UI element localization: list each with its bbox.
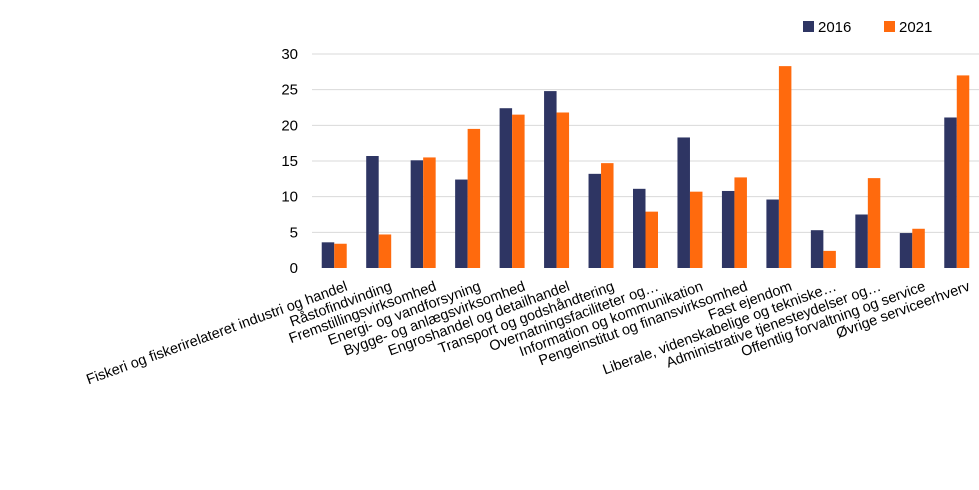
legend-label: 2016 [818, 19, 851, 36]
bar-2021-7 [645, 211, 658, 268]
bar-2021-9 [734, 177, 747, 268]
bar-2021-3 [467, 128, 481, 268]
bar-2021-4 [512, 114, 525, 268]
y-tick-label: 10 [281, 189, 298, 206]
bar-2021-8 [689, 191, 703, 268]
bar-2016-1 [366, 156, 379, 268]
bar-2016-8 [677, 137, 690, 268]
y-tick-label: 20 [281, 117, 298, 134]
bar-2021-6 [601, 163, 614, 268]
bar-2016-4 [499, 108, 513, 268]
bar-2021-10 [778, 66, 792, 268]
x-axis-category-labels: Fiskeri og fiskerirelateret industri og … [84, 278, 972, 388]
y-tick-label: 0 [290, 260, 298, 277]
legend-label: 2021 [899, 19, 932, 36]
bar-2016-10 [766, 199, 779, 268]
bar-2021-5 [556, 112, 570, 268]
bar-2016-2 [410, 160, 424, 268]
legend-swatch-2021 [884, 21, 895, 32]
bar-2021-13 [912, 228, 925, 268]
bar-2021-0 [334, 243, 347, 268]
bar-2021-1 [378, 234, 392, 268]
bar-2016-7 [633, 188, 646, 268]
bar-2016-12 [855, 214, 868, 268]
y-axis-tick-labels: 0 5 10 15 20 25 30 [281, 46, 298, 277]
bar-2016-11 [810, 230, 824, 268]
bars [321, 66, 970, 269]
bar-2021-11 [823, 250, 836, 268]
y-tick-label: 15 [281, 153, 298, 170]
legend-swatch-2016 [803, 21, 814, 32]
bar-2016-13 [899, 233, 913, 268]
bar-2021-14 [956, 75, 970, 269]
y-tick-label: 25 [281, 82, 298, 99]
bar-2016-14 [944, 117, 957, 268]
bar-2016-9 [721, 190, 735, 268]
legend: 2016 2021 [803, 19, 932, 36]
y-tick-label: 30 [281, 46, 298, 63]
y-tick-label: 5 [290, 224, 298, 241]
bar-2021-12 [867, 178, 881, 268]
bar-2016-0 [321, 242, 335, 268]
bar-2016-6 [588, 173, 602, 268]
bar-2016-3 [455, 179, 468, 268]
bar-2021-2 [423, 157, 436, 268]
bar-2016-5 [544, 91, 557, 269]
